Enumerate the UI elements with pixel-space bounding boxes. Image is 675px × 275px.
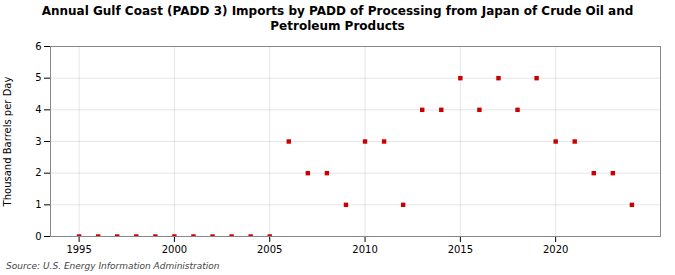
svg-text:6: 6 — [35, 41, 41, 52]
svg-text:2005: 2005 — [257, 244, 282, 255]
svg-text:5: 5 — [35, 72, 41, 83]
html-text:Annual Gulf Coast (PADD 3) Imp: Annual Gulf Coast (PADD 3) Imports by PA… — [41, 4, 634, 33]
svg-text:4: 4 — [35, 104, 41, 115]
svg-text:1: 1 — [35, 199, 41, 210]
svg-text:1995: 1995 — [66, 244, 91, 255]
svg-text:2: 2 — [35, 167, 41, 178]
svg-text:3: 3 — [35, 136, 41, 147]
svg-text:2010: 2010 — [352, 244, 377, 255]
svg-text:2020: 2020 — [543, 244, 568, 255]
svg-text:2015: 2015 — [448, 244, 473, 255]
svg-text:2000: 2000 — [162, 244, 187, 255]
svg-text:Thousand Barrels per Day: Thousand Barrels per Day — [2, 77, 13, 208]
html-text:Source: U.S. Energy Informatio: Source: U.S. Energy Information Administ… — [6, 261, 220, 271]
svg-text:0: 0 — [35, 231, 41, 242]
